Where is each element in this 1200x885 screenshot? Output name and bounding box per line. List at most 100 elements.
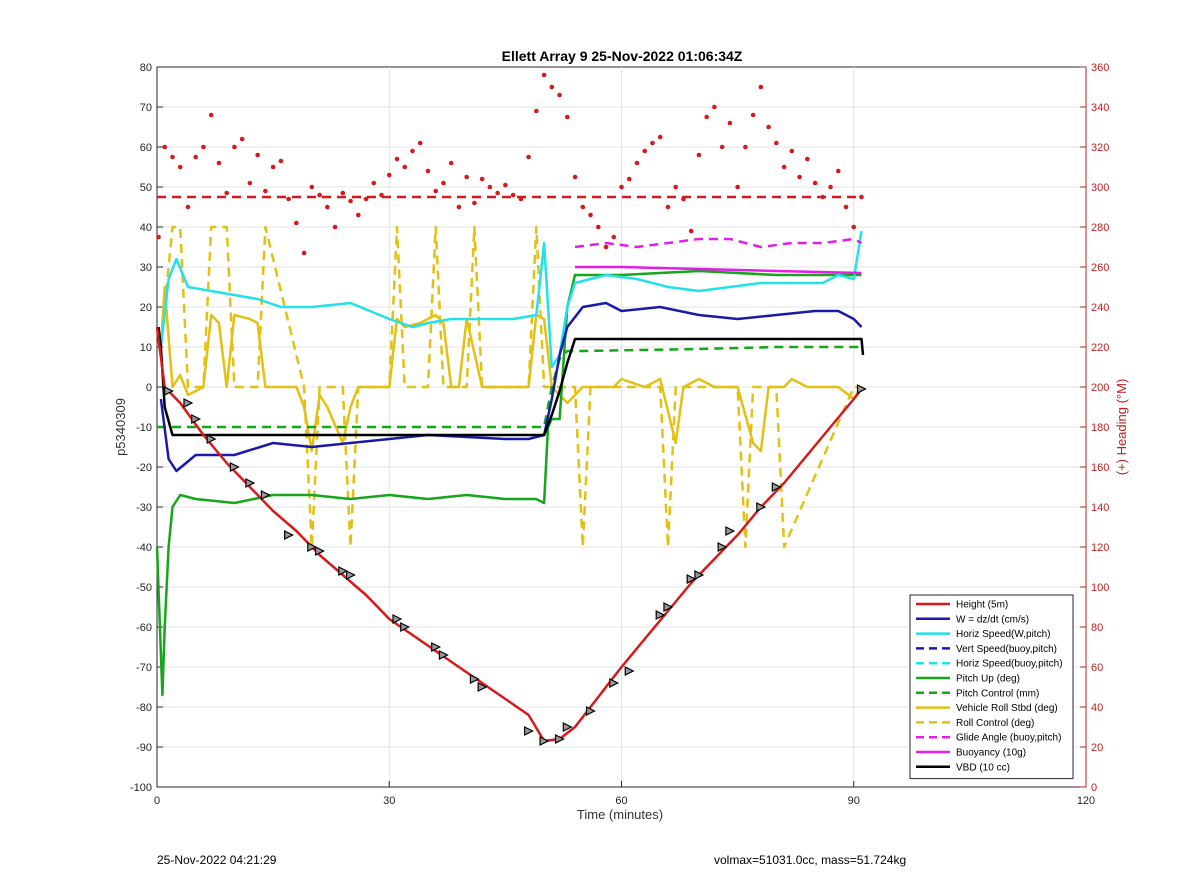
heading-point (688, 228, 694, 234)
heading-point (851, 224, 857, 230)
y-tick-label: -30 (136, 502, 152, 514)
heading-point (255, 152, 260, 158)
heading-point (503, 182, 508, 188)
heading-point (441, 180, 446, 186)
depth-marker (756, 502, 767, 512)
y2-tick-label: 300 (1091, 182, 1109, 194)
heading-point (348, 198, 353, 204)
heading-point (340, 190, 346, 196)
y2-tick-label: 100 (1091, 582, 1109, 594)
depth-marker (338, 566, 349, 576)
legend-label-0: Height (5m) (956, 600, 1008, 611)
series-line-10 (575, 265, 862, 275)
heading-point (270, 164, 276, 170)
heading-point (402, 164, 408, 170)
y2-tick-label: 180 (1091, 422, 1109, 434)
legend-label-3: Vert Speed(buoy,pitch) (956, 644, 1057, 655)
heading-point (278, 158, 284, 164)
heading-point (727, 120, 733, 126)
x-tick-label: 120 (1077, 795, 1095, 807)
depth-marker (314, 546, 325, 556)
y2-tick-label: 360 (1091, 62, 1109, 74)
heading-point (681, 196, 686, 202)
y-tick-label: 0 (146, 382, 152, 394)
y2-tick-label: 20 (1091, 742, 1103, 754)
depth-marker (431, 642, 442, 652)
heading-point (673, 184, 678, 190)
depth-marker (771, 482, 782, 492)
y-axis-label: p5340309 (113, 398, 128, 456)
legend-label-8: Roll Control (deg) (956, 718, 1034, 729)
heading-point (239, 136, 245, 142)
heading-point (789, 148, 795, 154)
depth-marker (400, 622, 411, 632)
series-line-2 (159, 230, 863, 369)
heading-point (634, 160, 640, 166)
heading-point (859, 194, 864, 200)
y-tick-label: -70 (136, 662, 152, 674)
heading-point (735, 184, 740, 190)
legend-label-1: W = dz/dt (cm/s) (956, 614, 1029, 625)
y-tick-label: 80 (140, 62, 152, 74)
heading-point (712, 104, 717, 110)
depth-marker (609, 678, 620, 688)
legend-label-7: Vehicle Roll Stbd (deg) (956, 703, 1058, 714)
depth-marker (345, 570, 356, 580)
heading-point (410, 148, 415, 154)
y2-tick-label: 0 (1091, 782, 1097, 794)
y2-tick-label: 320 (1091, 142, 1109, 154)
legend-label-2: Horiz Speed(W,pitch) (956, 629, 1050, 640)
x-tick-label: 90 (848, 795, 860, 807)
y2-tick-label: 120 (1091, 542, 1109, 554)
y-tick-label: 20 (140, 302, 152, 314)
y-tick-label: 50 (140, 182, 152, 194)
heading-point (464, 174, 469, 180)
heading-point (301, 250, 307, 256)
heading-point (472, 200, 477, 206)
heading-point (425, 168, 431, 174)
legend-label-10: Buoyancy (10g) (956, 748, 1026, 759)
heading-point (603, 244, 609, 250)
heading-point (355, 212, 361, 218)
heading-point (588, 212, 593, 218)
heading-point (774, 140, 779, 146)
heading-point (820, 194, 826, 200)
heading-point (835, 168, 841, 174)
y-tick-label: 30 (140, 262, 152, 274)
depth-marker (856, 384, 867, 394)
y-tick-label: 40 (140, 222, 152, 234)
heading-point (232, 144, 237, 150)
depth-marker (284, 530, 294, 540)
heading-point (448, 160, 454, 166)
depth-marker (245, 478, 256, 488)
y2-tick-label: 340 (1091, 102, 1109, 114)
heading-point (565, 114, 570, 120)
legend-label-4: Horiz Speed(buoy,pitch) (956, 659, 1063, 670)
heading-point (363, 196, 369, 202)
heading-point (541, 72, 547, 78)
heading-point (247, 180, 253, 186)
y2-tick-label: 200 (1091, 382, 1109, 394)
heading-point (580, 204, 586, 210)
depth-marker (164, 386, 174, 396)
heading-point (156, 234, 161, 240)
heading-point (719, 144, 725, 150)
heading-point (704, 114, 709, 120)
heading-point (828, 184, 833, 190)
y-tick-label: -10 (136, 422, 152, 434)
heading-point (394, 156, 400, 162)
depth-marker (523, 726, 534, 736)
heading-point (518, 196, 524, 202)
depth-marker (562, 722, 573, 732)
heading-point (325, 204, 330, 210)
y-tick-label: -90 (136, 742, 152, 754)
heading-point (433, 188, 439, 194)
heading-point (510, 192, 516, 198)
depth-marker (663, 602, 674, 612)
heading-point (371, 180, 377, 186)
heading-point (642, 148, 648, 154)
heading-point (805, 156, 810, 162)
heading-point (332, 224, 338, 230)
y2-tick-label: 240 (1091, 302, 1109, 314)
